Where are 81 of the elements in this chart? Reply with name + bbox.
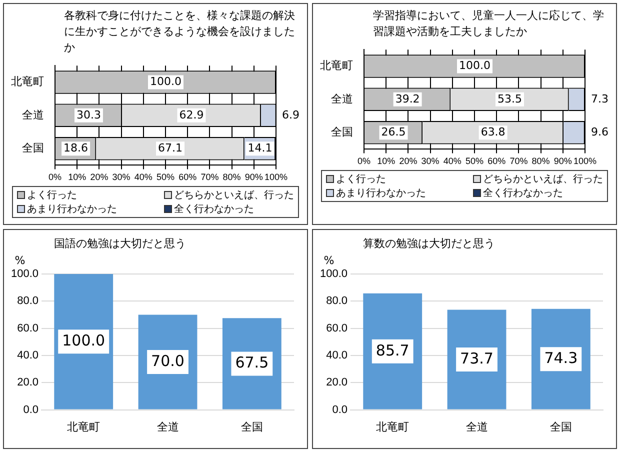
x-tick-label: 60% (178, 172, 197, 182)
y-tick-label: 北竜町 (320, 59, 353, 72)
legend-label: よく行った (335, 173, 387, 186)
chart-title: 各教科で身に付けたことを、様々な課題の解決に生かすことができるような機会を設けましたか (63, 8, 296, 56)
y-tick-label: 40.0 (326, 350, 348, 362)
data-label: 70.0 (151, 352, 184, 370)
x-tick-label: 10% (377, 156, 396, 166)
y-tick-label: 北竜町 (11, 75, 44, 88)
x-tick-label: 50% (156, 172, 175, 182)
legend-label: よく行った (26, 189, 78, 202)
y-tick-label: 20.0 (326, 376, 348, 389)
x-tick-label: 全国 (550, 421, 572, 434)
chart-title: 学習指導において、児童一人一人に応じて、学習課題や活動を工夫しましたか (372, 8, 605, 40)
legend-label: どちらかといえば、行った (173, 189, 294, 202)
x-tick-label: 全国 (240, 421, 263, 434)
data-label: 67.5 (235, 354, 269, 372)
x-tick-label: 100% (573, 156, 597, 166)
x-tick-label: 80% (222, 172, 241, 182)
y-tick-label: 60.0 (326, 322, 348, 334)
chart-title: 国語の勉強は大切だと思う (53, 236, 187, 252)
y-tick-label: 0.0 (332, 404, 348, 416)
x-tick-label: 100% (264, 172, 288, 182)
y-tick-label: 100.0 (10, 268, 39, 280)
chart-title: 算数の勉強は大切だと思う (362, 236, 496, 252)
y-tick-label: 全国 (22, 142, 44, 155)
y-tick-label: 全道 (331, 93, 353, 106)
x-tick-label: 90% (554, 156, 572, 166)
x-tick-label: 北竜町 (376, 420, 410, 434)
x-tick-label: 70% (200, 172, 219, 182)
x-tick-label: 30% (421, 156, 440, 166)
x-tick-label: 20% (399, 156, 418, 166)
data-label: 85.7 (376, 341, 410, 360)
x-tick-label: 0% (357, 156, 371, 166)
x-tick-label: 50% (465, 156, 484, 166)
data-label: 100.0 (62, 332, 106, 350)
y-tick-label: 80.0 (326, 295, 348, 308)
y-tick-label: 60.0 (17, 322, 39, 334)
x-tick-label: 40% (134, 172, 152, 182)
x-tick-label: 全道 (466, 421, 488, 434)
x-tick-label: 30% (112, 172, 130, 182)
legend-label: あまり行わなかった (335, 187, 427, 200)
x-tick-label: 全道 (156, 421, 179, 434)
data-label: 53.5 (498, 92, 522, 106)
y-tick-label: 80.0 (17, 295, 39, 308)
y-tick-label: 40.0 (17, 350, 39, 362)
data-label: 100.0 (150, 75, 182, 88)
data-label: 18.6 (64, 141, 88, 154)
x-tick-label: 20% (90, 172, 108, 182)
legend-label: どちらかといえば、行った (482, 173, 603, 186)
x-tick-label: 北竜町 (67, 420, 100, 434)
data-label: 63.8 (480, 125, 506, 138)
y-tick-label: 20.0 (17, 376, 39, 389)
y-axis-title: % (324, 254, 334, 267)
data-label: 30.3 (76, 108, 101, 122)
data-label: 9.6 (590, 125, 608, 138)
legend-label: 全く行わなかった (173, 203, 255, 216)
data-label: 67.1 (158, 141, 182, 154)
y-tick-label: 全国 (331, 126, 353, 139)
x-tick-label: 90% (244, 172, 263, 182)
data-label: 14.1 (248, 141, 272, 154)
data-label: 39.2 (395, 92, 420, 106)
x-tick-label: 80% (532, 156, 550, 166)
x-tick-label: 70% (510, 156, 528, 166)
y-tick-label: 全道 (22, 109, 44, 122)
legend-label: 全く行わなかった (482, 187, 564, 200)
x-tick-label: 40% (443, 156, 462, 166)
x-tick-label: 10% (68, 172, 86, 182)
data-label: 74.3 (544, 348, 578, 367)
data-label: 6.9 (282, 108, 300, 122)
legend-label: あまり行わなかった (26, 203, 118, 216)
data-label: 100.0 (459, 59, 490, 72)
x-tick-label: 60% (488, 156, 506, 166)
x-tick-label: 0% (48, 172, 62, 182)
data-label: 26.5 (381, 125, 406, 138)
y-axis-title: % (14, 254, 26, 267)
data-label: 73.7 (460, 349, 494, 368)
bar (363, 293, 422, 410)
data-label: 7.3 (590, 92, 608, 106)
data-label: 62.9 (179, 108, 204, 122)
y-tick-label: 0.0 (23, 404, 39, 416)
y-tick-label: 100.0 (320, 268, 348, 280)
